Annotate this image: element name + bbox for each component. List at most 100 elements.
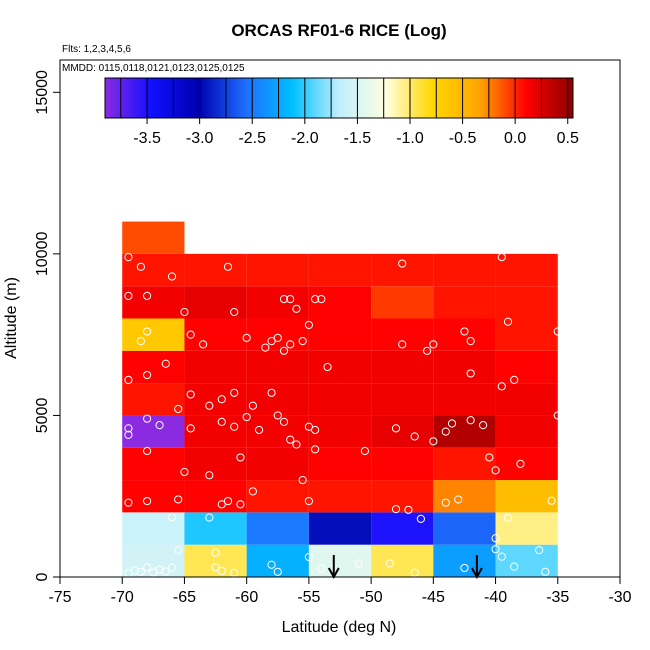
heatmap-cell: [246, 544, 309, 577]
colorbar-tick-label: -0.5: [449, 130, 477, 147]
heatmap-cell: [122, 253, 185, 287]
heatmap-cell: [308, 512, 372, 545]
colorbar-tick-label: -1.5: [344, 130, 372, 147]
heatmap-cell: [371, 286, 434, 319]
heatmap-cell: [371, 318, 434, 351]
data-point: [535, 546, 544, 555]
data-point: [174, 495, 183, 504]
data-point: [385, 559, 394, 568]
colorbar-tick-labels: -3.5 -3.0 -2.5 -2.0 -1.5 -1.0 -0.5 0.0 0.5: [133, 118, 579, 147]
data-point: [236, 453, 245, 462]
colorbar-tick-lines: [120, 78, 569, 118]
heatmap-cell: [495, 253, 558, 287]
data-point: [491, 534, 500, 543]
heatmap-cell: [308, 415, 372, 448]
heatmap-cell: [433, 286, 496, 319]
heatmap-cell: [184, 318, 247, 351]
x-tick-label: -75: [48, 589, 71, 606]
data-point: [267, 388, 276, 397]
data-point: [236, 500, 245, 509]
heatmap-cell: [495, 318, 558, 351]
data-point: [217, 500, 226, 509]
data-point: [335, 243, 345, 252]
data-point: [441, 498, 450, 507]
x-tick-label: -70: [111, 589, 134, 606]
data-point: [205, 513, 214, 522]
heatmap-cell: [495, 383, 558, 416]
data-point: [553, 327, 562, 336]
data-point: [143, 563, 152, 572]
data-point: [497, 552, 506, 561]
data-point: [510, 562, 519, 571]
heatmap-cell: [122, 318, 185, 351]
data-point: [136, 337, 145, 346]
data-point: [180, 467, 189, 477]
plot-frame: [59, 59, 621, 578]
data-point: [416, 514, 425, 523]
data-point: [304, 422, 313, 431]
data-point: [223, 496, 233, 506]
heatmap-cell: [122, 221, 185, 254]
heatmap-cell: [495, 286, 558, 319]
heatmap-cell: [433, 415, 496, 448]
data-point: [329, 233, 338, 242]
data-point: [311, 445, 320, 454]
heatmap-cell: [371, 512, 434, 545]
colorbar-tick-label: -3.0: [186, 130, 214, 147]
data-point: [273, 333, 282, 342]
heatmap-cell: [495, 544, 558, 577]
heatmap-cell: [433, 350, 496, 384]
data-point: [454, 495, 463, 504]
heatmap-cell: [246, 383, 309, 416]
colorbar-tick-label: -1.0: [396, 130, 424, 147]
heatmap-cell: [308, 318, 372, 351]
data-point: [503, 317, 513, 326]
data-point: [292, 440, 301, 449]
data-point: [485, 453, 494, 462]
heatmap-cell: [122, 544, 185, 577]
data-point: [273, 411, 282, 420]
data-point: [273, 567, 282, 576]
heatmap-cell: [308, 447, 372, 481]
heatmap-cell: [371, 383, 434, 416]
heatmap-cell: [246, 253, 309, 287]
heatmap-cell: [495, 480, 558, 513]
data-point: [167, 563, 177, 572]
data-point: [124, 498, 133, 507]
data-point: [572, 246, 581, 255]
data-point: [429, 437, 438, 446]
data-point: [572, 307, 581, 317]
data-point: [491, 466, 500, 475]
heatmap-cell: [433, 544, 496, 577]
x-axis: -75 -70 -65 -60 -55 -50 -45 -40 -35 -30: [48, 577, 632, 606]
heatmap-cell: [184, 544, 247, 577]
data-point: [242, 412, 251, 422]
data-point: [136, 204, 145, 213]
data-point: [410, 432, 419, 441]
data-point: [460, 327, 469, 336]
data-point: [143, 327, 152, 336]
data-point: [553, 411, 562, 420]
data-point: [286, 435, 295, 444]
data-point: [466, 416, 475, 425]
heatmap-cell: [122, 512, 185, 545]
heatmap-cell: [433, 480, 496, 513]
data-point: [143, 188, 152, 197]
data-point: [304, 552, 313, 562]
y-tick-label: 0: [34, 572, 51, 581]
data-point: [130, 566, 139, 575]
data-point: [323, 362, 332, 372]
heatmap-cells: [122, 221, 558, 577]
dates-label: MMDD: 0115,0118,0121,0123,0125,0125: [62, 63, 245, 74]
heatmap-cell: [433, 253, 496, 287]
data-point: [279, 417, 289, 426]
chart-title: ORCAS RF01-6 RICE (Log): [231, 21, 446, 40]
heatmap-cell: [371, 350, 434, 384]
colorbar-tick-label: -2.5: [238, 130, 266, 147]
data-point: [541, 567, 550, 576]
heatmap-cell: [184, 480, 247, 513]
data-point: [398, 259, 407, 268]
data-point: [491, 545, 500, 554]
